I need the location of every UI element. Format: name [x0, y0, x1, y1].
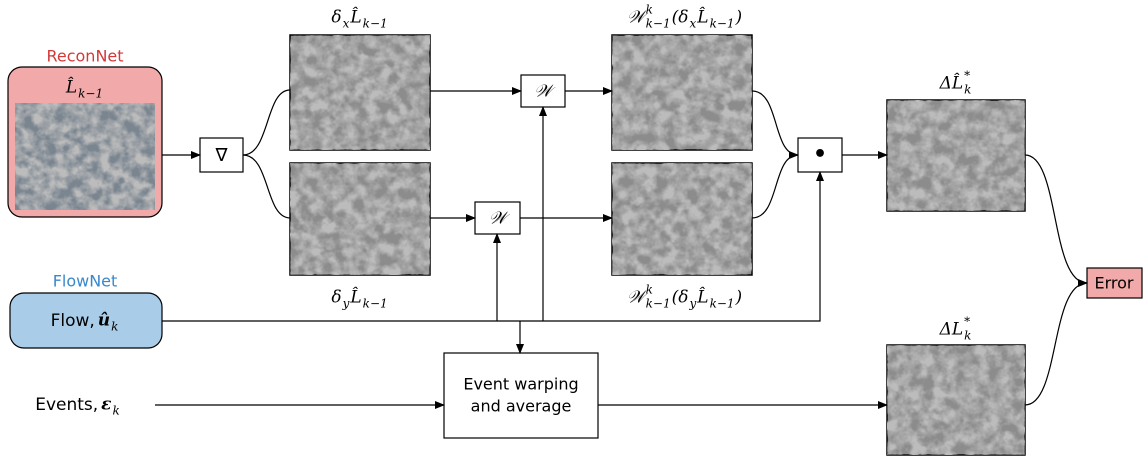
- event-warping-box: [443, 352, 599, 439]
- product-label: •: [813, 142, 827, 167]
- event-warping-line: Event warping: [463, 375, 578, 394]
- math-part: L̂: [349, 7, 361, 27]
- math-part: 𝒲: [627, 288, 649, 308]
- math-part: ): [735, 288, 743, 308]
- math-part: *: [964, 315, 970, 329]
- math-label: δ y L̂ k−1: [331, 287, 387, 310]
- math-part: k: [111, 320, 118, 334]
- math-part: k: [964, 83, 971, 97]
- reconnet-label: ReconNet: [46, 47, 123, 66]
- math-part: k−1: [646, 297, 671, 311]
- warp-top-label: 𝒲: [534, 82, 556, 102]
- math-part: Flow,: [51, 311, 95, 331]
- math-part: k−1: [646, 17, 671, 31]
- math-part: ΔL: [939, 320, 964, 340]
- math-label: L̂ k−1: [65, 77, 103, 100]
- math-part: k−1: [710, 297, 735, 311]
- math-label: ΔL̂ *k: [939, 69, 972, 97]
- math-part: L̂: [696, 287, 708, 307]
- math-part: k−1: [363, 17, 388, 31]
- gradient-label: ∇: [214, 145, 228, 166]
- math-part: k: [964, 329, 971, 343]
- math-part: y: [342, 297, 350, 311]
- math-label: δ x L̂ k−1: [331, 7, 387, 30]
- images: [289, 34, 1026, 456]
- warp-bottom-label: 𝒲: [489, 209, 511, 229]
- math-part: ΔL̂: [939, 73, 964, 93]
- math-part: k−1: [363, 297, 388, 311]
- flownet-label: FlowNet: [53, 272, 118, 291]
- math-part: k−1: [78, 87, 103, 101]
- math-part: 𝒲: [627, 8, 649, 28]
- math-part: Events,: [35, 395, 98, 415]
- math-part: k: [113, 404, 120, 418]
- connections: [155, 87, 1088, 409]
- math-part: y: [688, 297, 696, 311]
- math-part: *: [964, 69, 970, 83]
- math-label: ΔL *k: [939, 315, 972, 343]
- math-part: L̂: [65, 77, 77, 97]
- math-part: (δ: [672, 8, 689, 28]
- math-part: k: [646, 3, 653, 17]
- math-part: (δ: [672, 288, 689, 308]
- error-label: Error: [1095, 274, 1134, 293]
- gradient-box: [199, 137, 244, 173]
- math-part: û: [98, 311, 110, 331]
- math-part: k−1: [710, 17, 735, 31]
- math-part: x: [689, 17, 696, 31]
- math-part: x: [343, 17, 350, 31]
- math-part: ): [735, 8, 743, 28]
- math-part: L̂: [349, 287, 361, 307]
- math-part: δ: [331, 8, 341, 28]
- error-box: [1086, 267, 1143, 299]
- math-part: k: [646, 283, 653, 297]
- event-warping-line: and average: [471, 397, 572, 416]
- math-part: δ: [331, 288, 341, 308]
- math-part: ε: [101, 395, 111, 415]
- recon-image-texture: [15, 103, 155, 210]
- math-part: L̂: [696, 7, 708, 27]
